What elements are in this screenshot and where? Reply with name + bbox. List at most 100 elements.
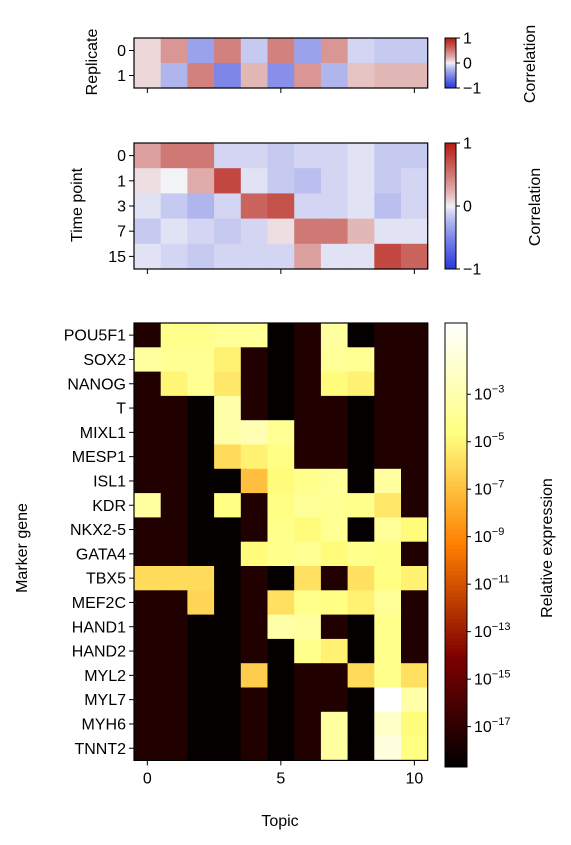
heatmap-cell [160, 444, 188, 470]
heatmap-cell [160, 687, 188, 713]
colorbar-segment [445, 155, 456, 159]
y-tick-label: 0 [117, 43, 126, 60]
heatmap-cell [401, 395, 429, 421]
colorbar-segment [445, 67, 456, 69]
heatmap-cell [347, 347, 375, 373]
colorbar-segment [445, 214, 456, 217]
heatmap-cell [160, 168, 188, 194]
y-tick-label: HAND1 [72, 619, 126, 636]
heatmap-cell [240, 218, 269, 245]
heatmap-cell [134, 638, 162, 664]
y-tick-label: MEF2C [72, 595, 126, 612]
heatmap-cell [134, 371, 162, 397]
colorbar-segment [445, 593, 467, 598]
heatmap-cell [347, 420, 375, 446]
heatmap-cell [401, 638, 429, 664]
colorbar-segment [445, 522, 467, 527]
colorbar-segment [445, 408, 467, 413]
colorbar-segment [445, 474, 467, 479]
colorbar-segment [445, 385, 467, 391]
colorbar-segment [445, 48, 456, 50]
heatmap-cell [240, 371, 269, 397]
heatmap-cell [267, 444, 295, 470]
heatmap-cell [240, 143, 269, 169]
heatmap-cell [187, 638, 215, 664]
colorbar-segment [445, 656, 467, 661]
colorbar-segment [445, 178, 456, 182]
colorbar-segment [445, 737, 467, 742]
heatmap-cell [214, 663, 242, 689]
colorbar-segment [445, 348, 467, 354]
heatmap-cell [267, 193, 295, 220]
heatmap-cell [214, 168, 242, 194]
colorbar-segment [445, 489, 467, 494]
heatmap-cell [374, 143, 402, 169]
colorbar-segment [445, 667, 467, 672]
heatmap-cell [374, 517, 402, 543]
colorbar-segment [445, 78, 456, 80]
colorbar-segment [445, 235, 456, 238]
marker-xlabel: Topic [261, 813, 298, 830]
colorbar-segment [445, 663, 467, 668]
colorbar-segment [445, 65, 456, 67]
colorbar-segment [445, 626, 467, 631]
colorbar-segment [445, 70, 456, 72]
heatmap-cell [267, 63, 295, 89]
colorbar-segment [445, 256, 456, 259]
heatmap-cell [160, 395, 188, 421]
colorbar-segment [445, 208, 456, 211]
heatmap-cell [214, 736, 242, 761]
heatmap-cell [374, 168, 402, 194]
colorbar-segment [445, 463, 467, 468]
heatmap-cell [347, 687, 375, 713]
heatmap-cell [240, 517, 269, 543]
colorbar-segment [445, 589, 467, 594]
heatmap-cell [240, 323, 269, 348]
heatmap-cell [267, 687, 295, 713]
colorbar-segment [445, 441, 467, 446]
heatmap-cell [240, 493, 269, 518]
y-tick-label: T [116, 401, 126, 418]
colorbar-segment [445, 374, 467, 379]
colorbar-segment [445, 582, 467, 587]
colorbar-segment [445, 467, 467, 472]
colorbar-segment [445, 47, 456, 49]
heatmap-cell [347, 143, 375, 169]
heatmap-cell [134, 444, 162, 470]
colorbar-segment [445, 266, 456, 270]
heatmap-cell [267, 218, 295, 245]
heatmap-cell [160, 193, 188, 220]
colorbar-frame [444, 322, 468, 768]
colorbar-segment [445, 75, 456, 77]
colorbar-segment [445, 231, 456, 234]
colorbar-tick-label: 10−9 [474, 526, 504, 546]
colorbar-tick-label: 10−7 [474, 479, 504, 499]
colorbar-segment [445, 193, 456, 196]
replicate-colorbar-label: Correlation [522, 25, 539, 103]
heatmap-cell [401, 323, 429, 348]
colorbar-segment [445, 252, 456, 255]
marker-ylabel: Marker gene [14, 503, 31, 593]
heatmap-cell [134, 590, 162, 616]
colorbar-segment [445, 519, 467, 524]
heatmap-cell [214, 143, 242, 169]
colorbar-segment [445, 426, 467, 431]
colorbar-segment [445, 50, 456, 52]
colorbar-segment [445, 537, 467, 542]
heatmap-cell [160, 38, 188, 64]
heatmap-cell [347, 517, 375, 543]
colorbar-segment [445, 46, 456, 48]
colorbar-segment [445, 363, 467, 368]
heatmap-cell [401, 590, 429, 616]
colorbar-segment [445, 218, 456, 222]
colorbar-segment [445, 678, 467, 683]
colorbar-segment [445, 559, 467, 564]
colorbar-segment [445, 641, 467, 646]
heatmap-cell [347, 711, 375, 737]
colorbar-segment [445, 397, 467, 402]
heatmap-cell [240, 63, 269, 89]
colorbar-segment [445, 752, 467, 757]
colorbar-tick-label: 10−3 [474, 384, 504, 404]
colorbar-segment [445, 57, 456, 59]
heatmap-cell [401, 687, 429, 713]
